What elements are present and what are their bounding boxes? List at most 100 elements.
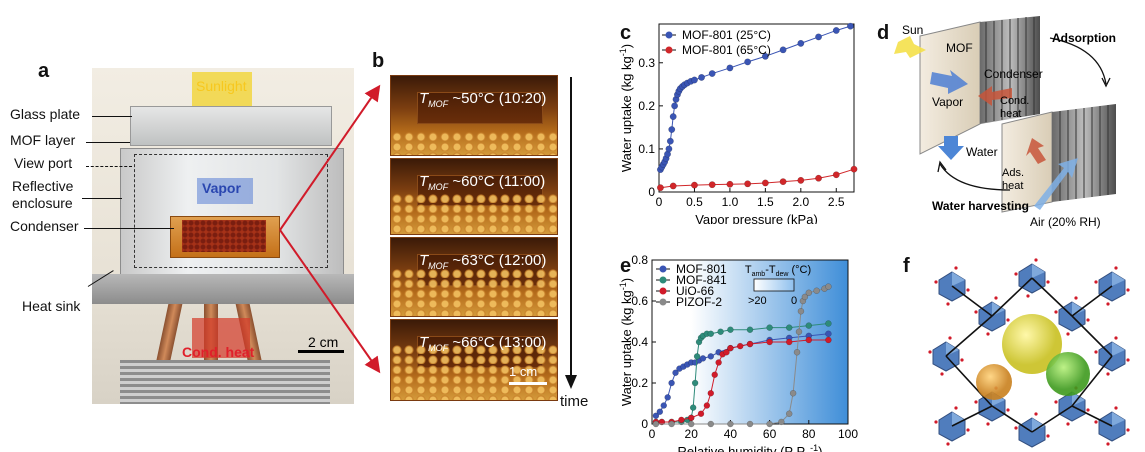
data-point [687, 420, 695, 428]
data-point [664, 394, 671, 401]
linker [991, 405, 1033, 433]
mof-grid [182, 220, 266, 252]
data-point [656, 408, 664, 415]
oxygen-atom [1094, 280, 1098, 284]
data-point [665, 145, 673, 153]
data-point [668, 420, 675, 428]
label-sun: Sun [902, 23, 923, 37]
label-mof-layer: MOF layer [10, 132, 76, 148]
oxygen-atom [994, 296, 998, 300]
ads-heat-arrow [1026, 138, 1046, 164]
data-point [671, 102, 679, 110]
zr-facet [1032, 264, 1045, 278]
legend-marker [659, 298, 667, 306]
data-point [727, 344, 734, 352]
data-point [711, 371, 718, 379]
data-point [847, 22, 854, 30]
data-point [815, 174, 822, 182]
oxygen-atom [1046, 280, 1050, 284]
oxygen-atom [966, 428, 970, 432]
oxygen-atom [1114, 406, 1118, 410]
data-point [805, 336, 813, 344]
oxygen-atom [1034, 258, 1038, 262]
oxygen-atom [1006, 318, 1010, 322]
data-point [744, 180, 752, 188]
linker [991, 277, 1033, 317]
colorbar-max-label: 0 [791, 295, 797, 307]
data-point [703, 402, 711, 409]
reflective-enclosure [120, 148, 344, 280]
data-point [766, 324, 773, 331]
oxygen-atom [946, 442, 950, 446]
data-point [707, 420, 715, 428]
heat-sink [120, 360, 330, 404]
oxygen-atom [1054, 310, 1058, 314]
oxygen-atom [946, 302, 950, 306]
label-water-harvesting: Water harvesting [932, 199, 1029, 213]
label-cond-heat-1: Cond. [1000, 95, 1029, 107]
y-tick-label: 0.1 [638, 142, 655, 156]
x-tick-label: 20 [685, 427, 699, 441]
oxygen-atom [1106, 302, 1110, 306]
data-point [793, 349, 801, 356]
panel-f-crystal-structure [922, 256, 1142, 448]
harvest-arrow [939, 163, 1011, 191]
oxygen-atom [948, 336, 952, 340]
pore-sphere-orange [976, 364, 1012, 400]
y-tick-label: 0.3 [638, 56, 655, 70]
leader-line [82, 198, 122, 199]
data-point [707, 390, 715, 397]
data-point [805, 289, 813, 297]
data-point [797, 176, 805, 184]
data-point [766, 420, 773, 428]
x-tick-label: 2.0 [792, 195, 809, 209]
zr-facet [1032, 418, 1045, 432]
colorbar-title: Tamb-Tdew (°C) [745, 264, 811, 278]
data-point [689, 404, 697, 411]
data-point [658, 418, 666, 426]
oxygen-atom [1014, 426, 1018, 430]
oxygen-atom [1126, 358, 1130, 362]
data-point [825, 336, 832, 344]
data-point [666, 137, 674, 145]
label-ads-heat-2: heat [1002, 180, 1023, 192]
pore-sphere-yellow [1002, 314, 1062, 374]
oxygen-atom [1106, 442, 1110, 446]
x-tick-label: 40 [724, 427, 738, 441]
oxygen-atom [1126, 288, 1130, 292]
data-point [761, 52, 769, 60]
data-point [766, 338, 773, 346]
y-tick-label: 0.4 [631, 335, 648, 349]
legend-label: PIZOF-2 [676, 295, 722, 309]
data-point [761, 179, 769, 187]
x-tick-label: 0 [656, 195, 663, 209]
oxygen-atom [1066, 332, 1070, 336]
label-water: Water [966, 145, 998, 159]
panel-letter-e: e [620, 255, 632, 277]
data-point [691, 76, 698, 84]
label-glass-plate: Glass plate [10, 106, 81, 122]
oxygen-atom [954, 406, 958, 410]
data-point [672, 369, 679, 376]
tile-2: TMOF ~60°C (11:00) [390, 158, 558, 235]
linker [951, 285, 993, 317]
oxygen-atom [1054, 400, 1058, 404]
oxygen-atom [1074, 296, 1078, 300]
data-point [832, 27, 840, 34]
scale-bar-label: 1 cm [509, 364, 538, 379]
data-point [813, 287, 820, 294]
label-reflective: Reflective [12, 178, 74, 194]
data-point [707, 330, 715, 338]
zr-facet [952, 272, 965, 286]
legend-label: MOF-801 (25°C) [682, 28, 771, 42]
label-adsorption: Adsorption [1052, 31, 1116, 45]
label-heat-sink: Heat sink [22, 298, 81, 314]
label-enclosure: enclosure [12, 195, 73, 211]
oxygen-atom [954, 266, 958, 270]
oxygen-atom [1126, 428, 1130, 432]
zr-facet [1072, 302, 1085, 316]
glass-plate [130, 106, 332, 146]
zr-facet [1112, 272, 1125, 286]
y-tick-label: 0.2 [638, 99, 655, 113]
linker [1071, 405, 1113, 427]
